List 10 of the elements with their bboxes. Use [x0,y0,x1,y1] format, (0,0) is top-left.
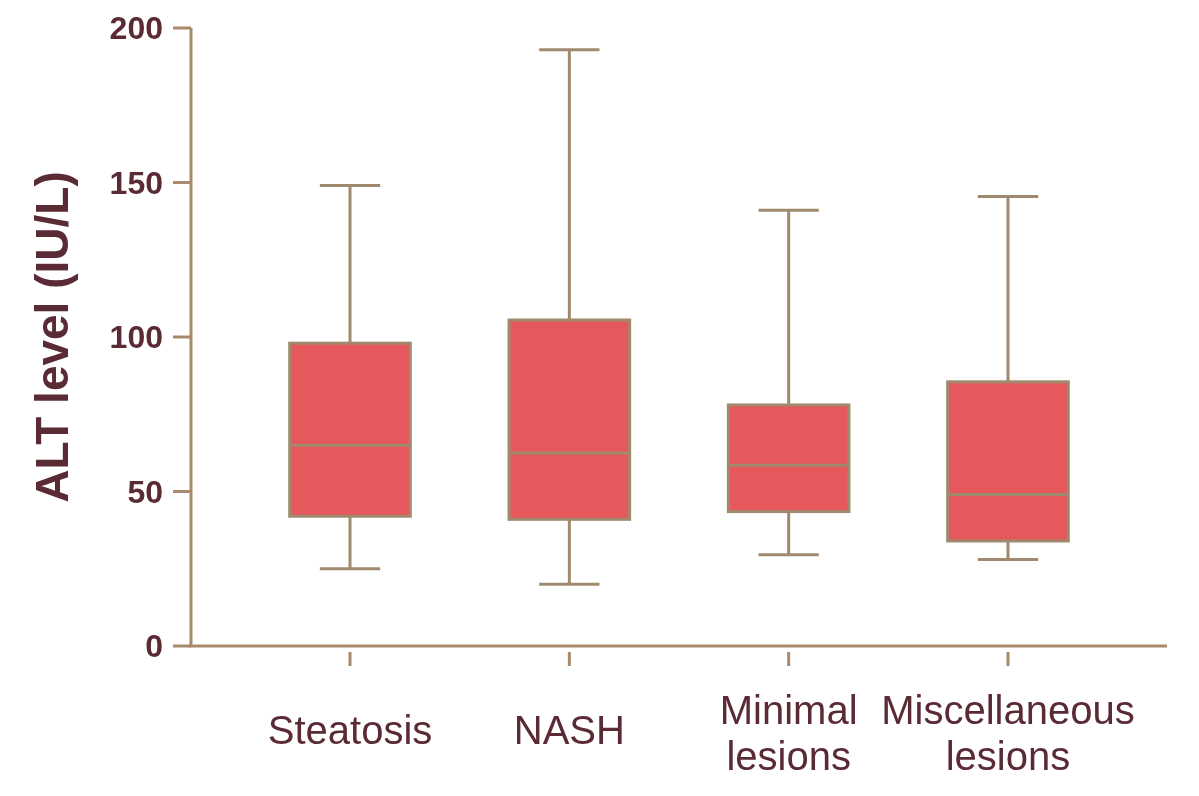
x-tick-label: Steatosis [267,708,433,752]
y-tick-label: 100 [109,319,163,356]
x-tick-label: NASH [513,708,625,752]
y-tick-label: 200 [109,10,163,47]
x-tick-label: Miscellaneous lesions [881,688,1135,778]
y-tick-label: 50 [127,473,163,510]
x-tick-label: Minimal lesions [719,688,858,778]
y-tick-label: 150 [109,164,163,201]
y-tick-label: 0 [145,628,163,665]
y-axis-title: ALT level (IU/L) [26,171,78,503]
